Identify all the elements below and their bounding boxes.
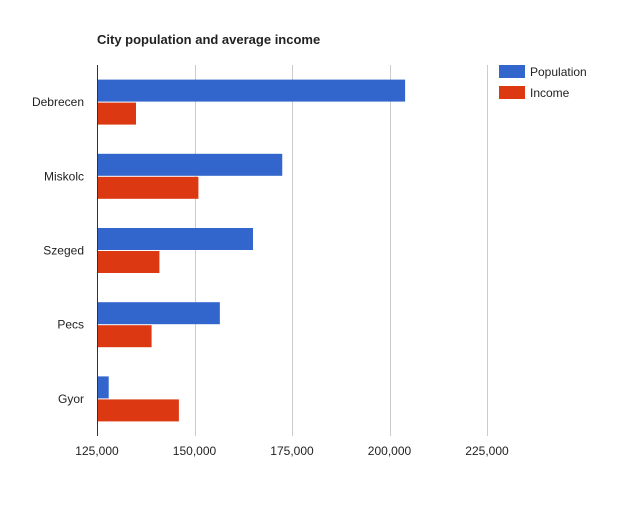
bar-income-szeged: [98, 251, 160, 273]
bars: [98, 79, 406, 422]
legend-swatch-income: [499, 86, 525, 99]
y-tick-label: Gyor: [58, 392, 84, 406]
y-tick-label: Miskolc: [44, 169, 84, 183]
gridlines: [97, 65, 488, 436]
bar-population-gyor: [98, 376, 109, 399]
y-tick-label: Debrecen: [32, 95, 84, 109]
legend: Population Income: [499, 65, 587, 100]
bar-population-debrecen: [98, 79, 406, 102]
x-tick-label: 175,000: [270, 444, 314, 458]
x-tick-label: 150,000: [173, 444, 217, 458]
y-tick-label: Szeged: [43, 244, 84, 258]
bar-income-gyor: [98, 399, 179, 422]
bar-income-pecs: [98, 325, 152, 348]
legend-label-income: Income: [530, 86, 570, 100]
y-axis-tick-labels: Debrecen Miskolc Szeged Pecs Gyor: [32, 95, 84, 406]
chart-title: City population and average income: [97, 32, 320, 47]
bar-income-debrecen: [98, 102, 136, 125]
x-tick-label: 125,000: [75, 444, 119, 458]
y-tick-label: Pecs: [57, 318, 84, 332]
x-axis-tick-labels: 125,000 150,000 175,000 200,000 225,000: [75, 444, 509, 458]
legend-swatch-population: [499, 65, 525, 78]
bar-population-szeged: [98, 228, 253, 250]
bar-income-miskolc: [98, 176, 199, 199]
legend-label-population: Population: [530, 65, 587, 79]
bar-population-pecs: [98, 302, 220, 325]
bar-population-miskolc: [98, 153, 283, 176]
x-tick-label: 225,000: [465, 444, 509, 458]
x-tick-label: 200,000: [368, 444, 412, 458]
